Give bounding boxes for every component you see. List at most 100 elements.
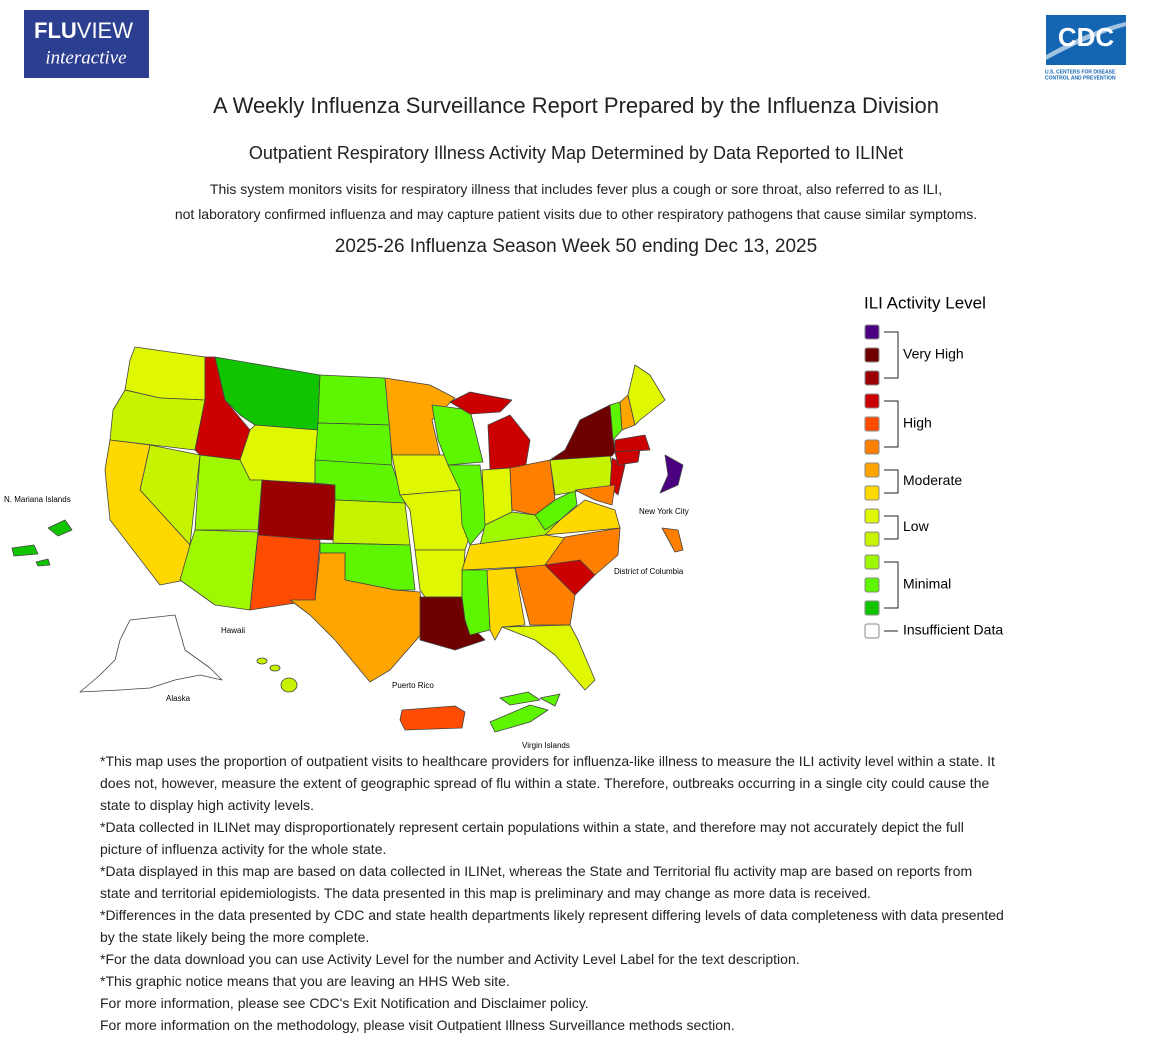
footnotes: *This map uses the proportion of outpati…: [100, 750, 1005, 1036]
state: [501, 624, 596, 691]
map-label: Hawaii: [221, 626, 245, 635]
legend-swatch: [864, 485, 880, 501]
footnote: *This graphic notice means that you are …: [100, 973, 510, 989]
footnote: For more information, please see CDC's E…: [100, 995, 589, 1011]
legend-label: Low: [903, 518, 930, 534]
legend-bracket: [884, 561, 899, 609]
state: [534, 489, 578, 531]
island: [499, 691, 541, 706]
legend-swatch: [864, 393, 880, 409]
state: [179, 529, 259, 611]
state: [627, 364, 666, 426]
island: [11, 544, 39, 557]
map-label: Alaska: [166, 694, 191, 703]
island: [269, 664, 281, 672]
footnote: *For the data download you can use Activ…: [100, 951, 800, 967]
footnote: *Data collected in ILINet may disproport…: [100, 819, 964, 857]
legend-title: ILI Activity Level: [864, 293, 986, 312]
new-york-city: [659, 454, 684, 494]
logo-light: VIEW: [77, 18, 133, 43]
state: [544, 499, 621, 536]
legend: Very High High Moderate Low Minimal Insuffici…: [864, 324, 1003, 639]
alaska: [79, 614, 223, 693]
cdc-logo-subtext: U.S. CENTERS FOR DISEASE: [1045, 69, 1116, 75]
legend-swatch: [864, 462, 880, 478]
state: [399, 489, 471, 551]
season-heading: 2025-26 Influenza Season Week 50 ending …: [334, 236, 818, 257]
virgin-islands: [489, 691, 561, 733]
state: [314, 422, 393, 466]
island: [539, 693, 561, 707]
island: [35, 558, 51, 567]
state: [109, 389, 206, 451]
footnote: *Data displayed in this map are based on…: [100, 863, 973, 901]
fluview-logo-script: interactive: [45, 47, 126, 68]
page-subtitle: Outpatient Respiratory Illness Activity …: [248, 143, 904, 163]
island: [280, 677, 298, 693]
map-label: Puerto Rico: [392, 681, 434, 690]
state: [614, 434, 651, 453]
legend-bracket: [884, 331, 899, 379]
footnote: *This map uses the proportion of outpati…: [100, 753, 995, 813]
island: [256, 657, 268, 665]
legend-swatch: [864, 347, 880, 363]
map: N. Mariana Islands New York City Distric…: [4, 293, 1003, 750]
description-line: not laboratory confirmed influenza and m…: [174, 206, 978, 222]
cdc-logo-subtext: CONTROL AND PREVENTION: [1045, 75, 1116, 81]
state: [614, 449, 641, 466]
district-of-columbia: [661, 527, 684, 553]
legend-bracket: [884, 515, 899, 540]
map-label: N. Mariana Islands: [4, 495, 71, 504]
map-label: District of Columbia: [614, 567, 684, 576]
legend-swatch: [864, 623, 880, 639]
fluview-logo-text: FLUVIEW: [34, 18, 133, 43]
map-label: New York City: [639, 507, 689, 516]
footnote: *Differences in the data presented by CD…: [100, 907, 1004, 945]
legend-bracket: [884, 400, 899, 448]
description-line: This system monitors visits for respirat…: [209, 181, 943, 197]
state: [317, 374, 391, 426]
state: [257, 479, 336, 541]
legend-swatch: [864, 324, 880, 340]
island: [47, 519, 73, 537]
cdc-logo-text: CDC: [1058, 22, 1115, 52]
logo-bold: FLU: [34, 18, 77, 43]
state: [124, 346, 206, 401]
legend-label: Insufficient Data: [903, 622, 1003, 638]
legend-label: Moderate: [903, 472, 962, 488]
state: [239, 424, 319, 484]
state: [487, 414, 531, 471]
legend-swatch: [864, 439, 880, 455]
n-mariana-islands: [11, 519, 73, 567]
state: [249, 534, 321, 611]
page-title: A Weekly Influenza Surveillance Report P…: [213, 93, 939, 118]
legend-swatch: [864, 531, 880, 547]
hawaii: [256, 657, 298, 693]
island: [489, 704, 549, 733]
legend-swatch: [864, 508, 880, 524]
legend-label: Minimal: [903, 576, 951, 592]
legend-swatch: [864, 600, 880, 616]
states: [104, 346, 666, 691]
footnote: For more information on the methodology,…: [100, 1017, 735, 1033]
legend-bracket: [884, 469, 899, 494]
state: [332, 499, 411, 546]
cdc-logo-swoosh: [1046, 22, 1126, 60]
legend-label: High: [903, 415, 932, 431]
legend-label: Very High: [903, 346, 964, 362]
state: [414, 549, 466, 598]
puerto-rico: [399, 705, 466, 731]
legend-swatch: [864, 370, 880, 386]
state: [449, 391, 513, 415]
state: [574, 484, 616, 506]
legend-swatch: [864, 416, 880, 432]
map-label: Virgin Islands: [522, 741, 570, 750]
state: [549, 404, 616, 461]
legend-swatch: [864, 554, 880, 570]
legend-swatch: [864, 577, 880, 593]
state: [289, 552, 426, 683]
fluview-logo-box: [24, 10, 149, 78]
header-logos: FLUVIEW interactive CDC U.S. CENTERS FOR…: [24, 10, 1126, 81]
